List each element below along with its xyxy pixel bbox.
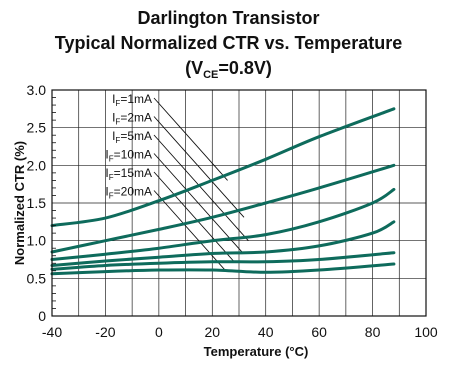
series-label: IF=15mA <box>105 166 152 182</box>
series-label-part: I <box>105 166 108 180</box>
series-label-part: =2mA <box>120 111 152 125</box>
label-leader-lines <box>153 97 249 271</box>
x-tick-label: 60 <box>311 324 327 340</box>
x-tick-label: 20 <box>204 324 220 340</box>
x-tick-label: 0 <box>155 324 163 340</box>
series-line <box>50 262 396 276</box>
series-label-part: =10mA <box>114 148 152 162</box>
series-label: IF=2mA <box>112 111 152 127</box>
series-label-part: F <box>115 136 120 145</box>
condition-subscript: CE <box>203 69 219 81</box>
leader-line <box>153 134 249 241</box>
chart-title-line2: Typical Normalized CTR vs. Temperature <box>54 33 403 53</box>
leader-line <box>153 97 228 181</box>
y-tick-label: 3.0 <box>27 82 47 98</box>
series-line <box>50 163 396 254</box>
series-label-part: I <box>112 129 115 143</box>
leader-line <box>153 116 245 218</box>
y-tick-label: 0 <box>38 308 46 324</box>
plot-frame <box>51 89 427 317</box>
y-tick-label: 1.5 <box>27 195 47 211</box>
series-lines <box>50 107 396 276</box>
series-line <box>50 107 396 228</box>
y-tick-label: 2.0 <box>27 157 47 173</box>
x-tick-label: 80 <box>365 324 381 340</box>
leader-line <box>153 190 226 271</box>
series-label: IF=20mA <box>105 185 152 201</box>
series-line <box>50 251 396 271</box>
x-tick-label: -20 <box>95 324 115 340</box>
x-tick-label: 40 <box>258 324 274 340</box>
condition-prefix: (V <box>185 58 204 78</box>
x-tick-label: 100 <box>414 324 438 340</box>
series-label-part: I <box>105 148 108 162</box>
leader-line <box>153 171 235 263</box>
series-label-part: F <box>115 118 120 127</box>
series-label-part: F <box>115 99 120 108</box>
series-label-part: =5mA <box>120 129 152 143</box>
series-line <box>50 220 396 267</box>
series-line <box>50 187 396 261</box>
series-label-part: I <box>112 92 115 106</box>
series-label-part: I <box>112 111 115 125</box>
chart-condition: (VCE=0.8V) <box>0 58 457 85</box>
series-label-part: =1mA <box>120 92 152 106</box>
series-label-part: =20mA <box>114 185 152 199</box>
y-axis-title: Normalized CTR (%) <box>12 141 27 265</box>
series-label: IF=5mA <box>112 129 152 145</box>
series-label-part: F <box>109 192 114 201</box>
chart-title-line1: Darlington Transistor <box>137 8 320 28</box>
x-axis-title: Temperature (°C) <box>204 344 309 359</box>
series-label-part: F <box>109 155 114 164</box>
series-label: IF=1mA <box>112 92 152 108</box>
axis-labels: -40 -20 0 20 40 60 80 100 0 0.5 1.0 1.5 2.0 2.5 3.0 <box>27 82 438 340</box>
y-tick-label: 0.5 <box>27 270 47 286</box>
series-label-part: F <box>109 173 114 182</box>
leader-line <box>153 153 244 254</box>
series-label-part: I <box>105 185 108 199</box>
series-label-part: =15mA <box>114 166 152 180</box>
y-tick-label: 2.5 <box>27 120 47 136</box>
condition-suffix: =0.8V) <box>218 58 272 78</box>
series-label: IF=10mA <box>105 148 152 164</box>
y-tick-label: 1.0 <box>27 233 47 249</box>
x-tick-label: -40 <box>42 324 62 340</box>
axis-ticks <box>52 97 56 309</box>
